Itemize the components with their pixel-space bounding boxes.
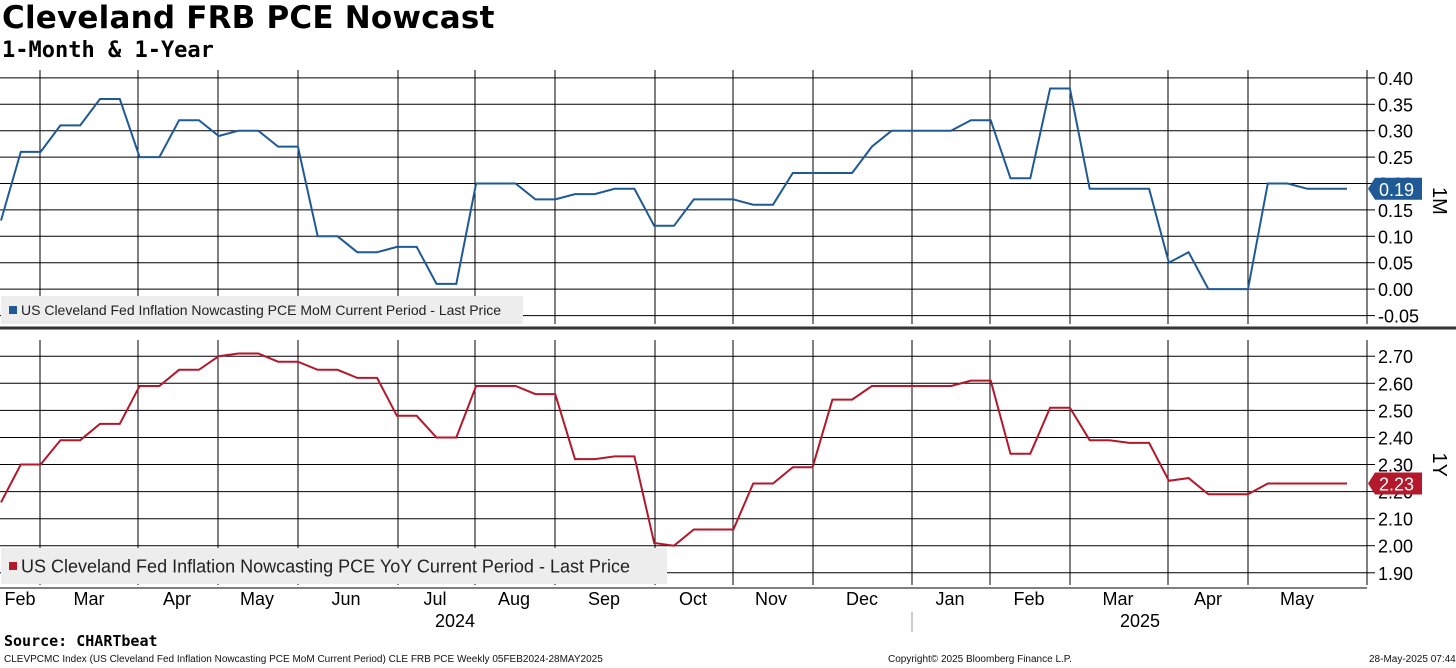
y-tick-label: 0.40 [1378, 69, 1413, 89]
x-month-label: Jul [423, 589, 446, 609]
copyright-note: Copyright© 2025 Bloomberg Finance L.P. [888, 654, 1072, 665]
mom-series-line [0, 87, 1347, 291]
last-value-badge [1368, 472, 1422, 495]
panel-label: 1Y [1428, 453, 1450, 477]
last-value-label: 0.19 [1379, 180, 1414, 200]
x-month-label: Feb [4, 589, 35, 609]
x-month-label: Oct [679, 589, 707, 609]
x-month-label: Mar [1103, 589, 1134, 609]
x-month-label: Feb [1013, 589, 1044, 609]
x-month-label: Nov [755, 589, 787, 609]
y-tick-label: 1.90 [1378, 564, 1413, 584]
legend-swatch [9, 306, 17, 314]
y-tick-label: 2.30 [1378, 456, 1413, 476]
y-tick-label: 0.30 [1378, 122, 1413, 142]
x-month-label: Jan [935, 589, 964, 609]
x-month-label: Sep [588, 589, 620, 609]
panel-label: 1M [1428, 187, 1450, 215]
y-tick-label: 2.70 [1378, 347, 1413, 367]
y-tick-label: 0.15 [1378, 201, 1413, 221]
y-tick-label: -0.05 [1378, 307, 1419, 327]
y-tick-label: 2.60 [1378, 374, 1413, 394]
x-year-label: 2024 [435, 611, 475, 631]
y-tick-label: 0.10 [1378, 227, 1413, 247]
x-month-label: May [1280, 589, 1314, 609]
x-month-label: Aug [498, 589, 530, 609]
y-tick-label: 0.35 [1378, 95, 1413, 115]
y-tick-label: 0.25 [1378, 148, 1413, 168]
legend-label: US Cleveland Fed Inflation Nowcasting PC… [21, 302, 501, 318]
y-tick-label: 2.10 [1378, 510, 1413, 530]
legend-box [1, 548, 667, 584]
y-tick-label: 0.05 [1378, 254, 1413, 274]
y-tick-label: 2.00 [1378, 537, 1413, 557]
legend-label: US Cleveland Fed Inflation Nowcasting PC… [21, 556, 630, 576]
x-month-label: Apr [163, 589, 191, 609]
chart-title: Cleveland FRB PCE Nowcast [2, 0, 495, 36]
yoy-series-line [0, 352, 1347, 547]
y-tick-label: 2.50 [1378, 401, 1413, 421]
x-month-label: Dec [846, 589, 878, 609]
x-year-label: 2025 [1120, 611, 1160, 631]
x-month-label: May [240, 589, 274, 609]
x-month-label: Apr [1194, 589, 1222, 609]
x-month-label: Mar [74, 589, 105, 609]
source-note: Source: CHARTbeat [4, 632, 158, 650]
last-value-badge [1368, 177, 1422, 200]
y-tick-label: 0.00 [1378, 280, 1413, 300]
x-month-label: Jun [331, 589, 360, 609]
last-value-label: 2.23 [1379, 475, 1414, 495]
legend-swatch [9, 562, 17, 570]
legend-box [1, 296, 523, 324]
index-description: CLEVPCMC Index (US Cleveland Fed Inflati… [4, 654, 603, 665]
timestamp: 28-May-2025 07:44:02 [1369, 654, 1456, 665]
chart-subtitle: 1-Month & 1-Year [2, 38, 214, 63]
y-tick-label: 2.40 [1378, 429, 1413, 449]
